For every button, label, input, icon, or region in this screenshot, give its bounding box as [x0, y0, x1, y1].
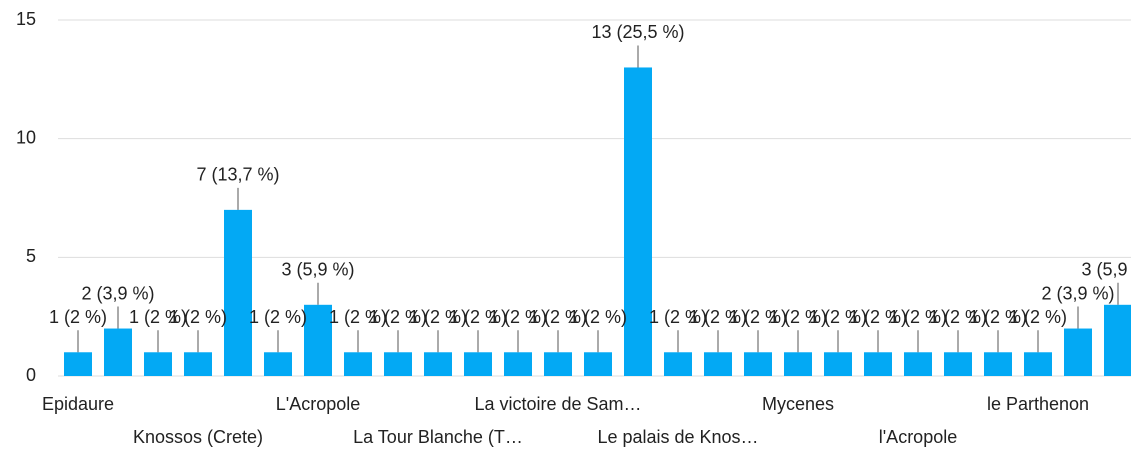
data-label: 1 (2 %) — [1009, 307, 1067, 327]
x-tick-label: Mycenes — [762, 394, 834, 414]
bar — [144, 352, 172, 376]
bar — [1024, 352, 1052, 376]
bar — [64, 352, 92, 376]
bar — [304, 304, 332, 376]
data-label: 1 (2 %) — [649, 307, 707, 327]
x-tick-label: l'Acropole — [879, 427, 957, 447]
bar — [184, 352, 212, 376]
y-tick-label: 15 — [16, 9, 36, 29]
data-label: 3 (5,9 %) — [281, 260, 354, 280]
x-tick-label: le Parthenon — [987, 394, 1089, 414]
data-label: 7 (13,7 %) — [196, 165, 279, 185]
data-label: 1 (2 %) — [129, 307, 187, 327]
x-tick-label: La victoire de Sam… — [474, 394, 641, 414]
data-label: 1 (2 %) — [809, 307, 867, 327]
bar — [904, 352, 932, 376]
x-tick-label: L'Acropole — [276, 394, 361, 414]
data-label: 1 (2 %) — [449, 307, 507, 327]
y-tick-label: 10 — [16, 127, 36, 147]
data-label: 1 (2 %) — [729, 307, 787, 327]
data-label: 1 (2 %) — [689, 307, 747, 327]
data-label: 1 (2 %) — [569, 307, 627, 327]
data-label: 1 (2 %) — [249, 307, 307, 327]
bar — [344, 352, 372, 376]
x-tick-label: Le palais de Knos… — [597, 427, 758, 447]
bar — [664, 352, 692, 376]
bar — [824, 352, 852, 376]
bar — [624, 67, 652, 376]
data-label: 1 (2 %) — [49, 307, 107, 327]
data-label: 1 (2 %) — [369, 307, 427, 327]
data-label: 1 (2 %) — [529, 307, 587, 327]
data-label: 1 (2 %) — [849, 307, 907, 327]
data-label: 3 (5,9 %) — [1081, 260, 1131, 280]
y-tick-label: 0 — [26, 365, 36, 385]
bar — [584, 352, 612, 376]
data-label: 1 (2 %) — [889, 307, 947, 327]
bar — [544, 352, 572, 376]
x-tick-label: Knossos (Crete) — [133, 427, 263, 447]
bar — [264, 352, 292, 376]
data-label: 2 (3,9 %) — [1041, 283, 1114, 303]
data-label: 1 (2 %) — [769, 307, 827, 327]
bar — [784, 352, 812, 376]
bar — [424, 352, 452, 376]
bar — [704, 352, 732, 376]
y-tick-label: 5 — [26, 246, 36, 266]
data-label: 1 (2 %) — [929, 307, 987, 327]
data-label: 1 (2 %) — [169, 307, 227, 327]
data-label: 1 (2 %) — [969, 307, 1027, 327]
bar — [1104, 304, 1131, 376]
bar — [944, 352, 972, 376]
bar — [744, 352, 772, 376]
x-tick-label: Epidaure — [42, 394, 114, 414]
bar — [984, 352, 1012, 376]
bar — [384, 352, 412, 376]
bar — [104, 328, 132, 376]
x-tick-label: La Tour Blanche (T… — [353, 427, 523, 447]
data-label: 1 (2 %) — [489, 307, 547, 327]
bar — [504, 352, 532, 376]
data-label: 1 (2 %) — [329, 307, 387, 327]
bar — [224, 209, 252, 376]
data-label: 2 (3,9 %) — [81, 283, 154, 303]
bar — [464, 352, 492, 376]
data-label: 1 (2 %) — [409, 307, 467, 327]
data-label: 13 (25,5 %) — [591, 22, 684, 42]
bar — [1064, 328, 1092, 376]
bar — [864, 352, 892, 376]
